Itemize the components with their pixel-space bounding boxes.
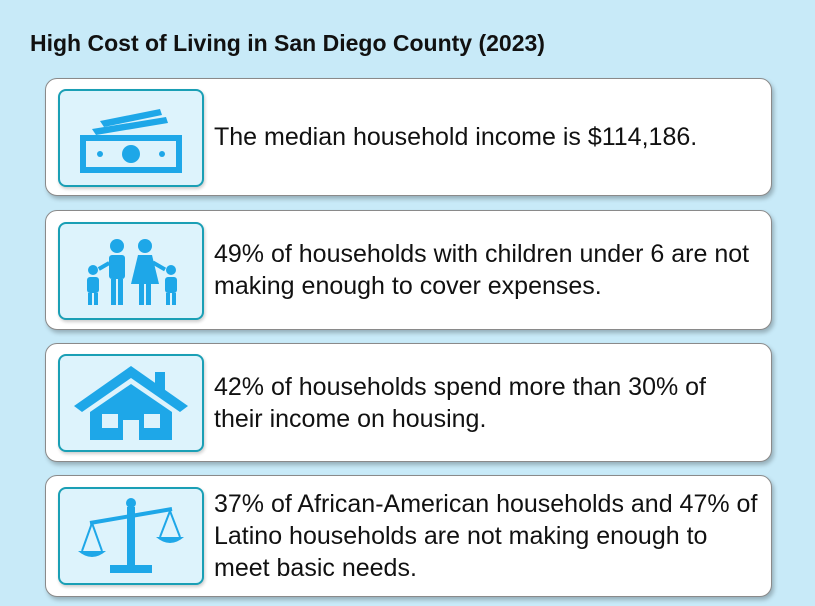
icon-box [58, 354, 204, 452]
fact-card: The median household income is $114,186. [45, 78, 772, 196]
family-icon [87, 239, 177, 305]
fact-text: The median household income is $114,186. [214, 123, 698, 151]
scales-icon [78, 498, 184, 573]
money-icon [80, 109, 182, 173]
fact-card: 49% of households with children under 6 … [45, 210, 772, 330]
icon-box [58, 487, 204, 585]
fact-text: 42% of households spend more than 30% of… [214, 372, 707, 433]
title: High Cost of Living in San Diego County … [30, 30, 545, 56]
fact-card: 37% of African-American households and 4… [45, 475, 772, 597]
icon-box [58, 222, 204, 320]
fact-card: 42% of households spend more than 30% of… [45, 343, 772, 462]
fact-text: 49% of households with children under 6 … [214, 240, 750, 300]
fact-text: 37% of African-American households and 4… [214, 490, 758, 582]
icon-box [58, 89, 204, 187]
house-icon [74, 366, 188, 440]
